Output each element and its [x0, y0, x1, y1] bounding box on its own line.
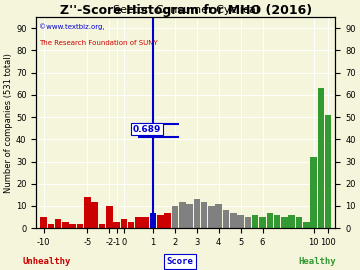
- Bar: [99, 224, 105, 228]
- Bar: [223, 210, 229, 228]
- Bar: [179, 201, 185, 228]
- Bar: [150, 213, 156, 228]
- Bar: [288, 215, 295, 228]
- Text: Unhealthy: Unhealthy: [23, 257, 71, 266]
- Text: 0.689: 0.689: [132, 124, 161, 134]
- Bar: [245, 217, 251, 228]
- Bar: [48, 224, 54, 228]
- Text: ©www.textbiz.org,: ©www.textbiz.org,: [39, 23, 105, 30]
- Bar: [325, 115, 332, 228]
- Bar: [113, 222, 120, 228]
- Bar: [121, 219, 127, 228]
- Bar: [91, 201, 98, 228]
- Bar: [296, 217, 302, 228]
- Bar: [201, 201, 207, 228]
- Bar: [230, 213, 237, 228]
- Title: Z''-Score Histogram for MHO (2016): Z''-Score Histogram for MHO (2016): [60, 4, 312, 17]
- Bar: [303, 222, 310, 228]
- Bar: [62, 222, 69, 228]
- Bar: [186, 204, 193, 228]
- Bar: [40, 217, 47, 228]
- Text: Healthy: Healthy: [298, 257, 336, 266]
- Bar: [318, 88, 324, 228]
- Bar: [128, 222, 134, 228]
- Bar: [106, 206, 113, 228]
- Bar: [77, 224, 84, 228]
- Bar: [69, 224, 76, 228]
- Bar: [55, 219, 62, 228]
- Bar: [252, 215, 258, 228]
- Bar: [135, 217, 142, 228]
- Bar: [274, 215, 280, 228]
- Bar: [165, 213, 171, 228]
- Bar: [208, 206, 215, 228]
- Bar: [84, 197, 91, 228]
- Bar: [194, 199, 200, 228]
- Bar: [281, 217, 288, 228]
- Bar: [237, 215, 244, 228]
- Text: The Research Foundation of SUNY: The Research Foundation of SUNY: [39, 40, 158, 46]
- Bar: [310, 157, 317, 228]
- Bar: [143, 217, 149, 228]
- Bar: [172, 206, 178, 228]
- Bar: [259, 217, 266, 228]
- Text: Sector: Consumer Cyclical: Sector: Consumer Cyclical: [113, 5, 259, 15]
- Bar: [157, 215, 164, 228]
- Y-axis label: Number of companies (531 total): Number of companies (531 total): [4, 53, 13, 193]
- Bar: [266, 213, 273, 228]
- Bar: [215, 204, 222, 228]
- Text: Score: Score: [167, 257, 193, 266]
